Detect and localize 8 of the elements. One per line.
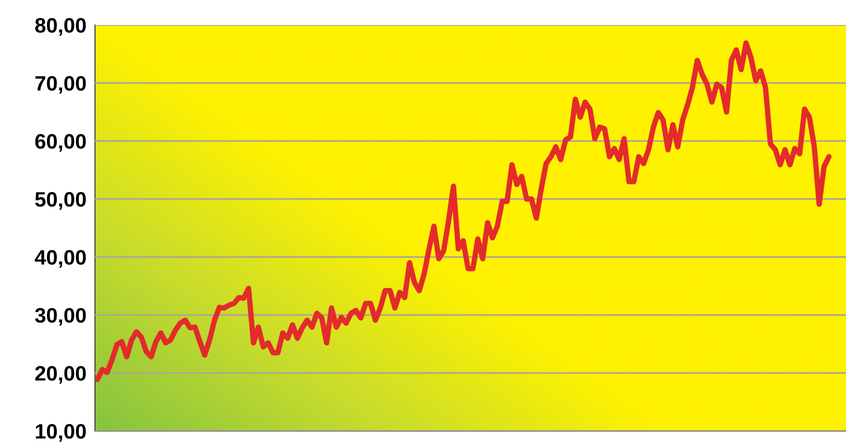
y-tick-label: 60,00 <box>35 134 86 152</box>
y-tick-label: 10,00 <box>36 424 86 442</box>
y-tick-label: 70,00 <box>35 76 86 94</box>
y-tick-label: 40,00 <box>34 250 86 268</box>
y-tick-label: 80,00 <box>35 18 86 36</box>
y-tick-label: 30,00 <box>35 308 86 326</box>
y-tick-label: 50,00 <box>35 192 86 210</box>
y-tick-label: 20,00 <box>35 366 86 384</box>
